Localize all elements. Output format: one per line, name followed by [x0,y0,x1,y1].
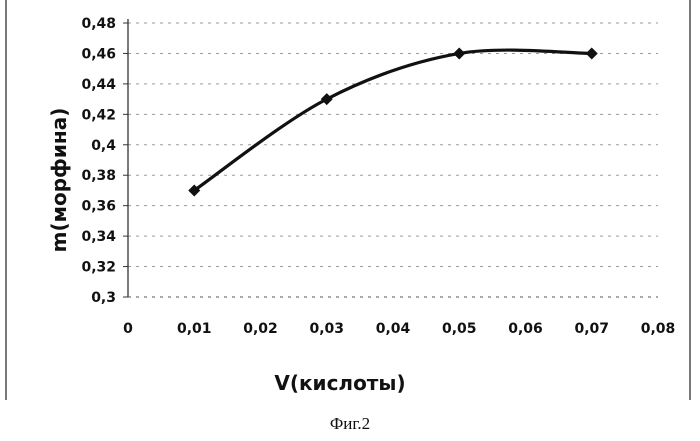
x-tick-label: 0,05 [442,321,477,337]
gridlines [128,23,658,267]
y-tick-label: 0,42 [81,107,116,123]
y-tick-label: 0,32 [81,260,116,276]
data-point-marker [453,47,465,59]
y-tick-label: 0,48 [81,16,116,32]
data-point-marker [586,47,598,59]
x-tick-label: 0,02 [243,321,278,337]
y-axis-title: m(морфина) [47,108,71,253]
axes [123,19,658,297]
series-line [194,50,592,190]
data-point-marker [321,93,333,105]
y-tick-labels: 0,3 0,32 0,34 0,36 0,38 0,4 0,42 0,44 0,46 0,48 [81,16,116,306]
x-axis-title: V(кислоты) [274,371,405,395]
y-tick-label: 0,36 [81,199,116,215]
x-tick-label: 0,06 [508,321,543,337]
x-tick-label: 0,04 [376,321,411,337]
y-tick-label: 0,38 [81,168,116,184]
y-tick-label: 0,34 [81,229,116,245]
series [194,50,592,190]
y-tick-label: 0,46 [81,46,116,62]
y-tick-label: 0,3 [91,290,116,306]
y-tick-label: 0,44 [81,77,116,93]
x-tick-label: 0,07 [574,321,609,337]
y-tick-label: 0,4 [91,138,116,154]
x-tick-labels: 0 0,01 0,02 0,03 0,04 0,05 0,06 0,07 0,08 [123,321,675,337]
x-tick-label: 0 [123,321,133,337]
x-tick-label: 0,08 [641,321,676,337]
x-tick-label: 0,01 [177,321,212,337]
figure-caption: Фиг.2 [0,414,700,434]
x-tick-label: 0,03 [309,321,344,337]
